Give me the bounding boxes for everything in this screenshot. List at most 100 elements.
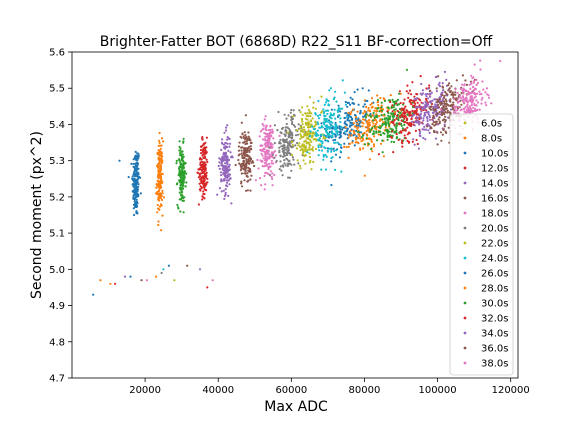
data-point (443, 100, 446, 103)
data-point (247, 155, 250, 158)
data-point (416, 121, 419, 124)
data-point (244, 170, 247, 173)
legend-entry: 12.0s (463, 164, 508, 175)
data-point (301, 147, 304, 150)
data-point (221, 138, 224, 141)
data-point (433, 131, 436, 134)
data-point (206, 181, 209, 184)
data-point (404, 128, 407, 131)
data-point (200, 158, 203, 161)
data-point (435, 120, 438, 123)
data-point (181, 199, 184, 202)
data-point (405, 90, 408, 93)
data-point (222, 172, 225, 175)
data-point (133, 213, 136, 217)
data-point (145, 279, 148, 282)
legend-box (449, 113, 514, 376)
data-point (475, 78, 478, 81)
data-point (411, 81, 414, 84)
data-point (331, 132, 334, 135)
data-point (262, 157, 265, 160)
data-point (160, 271, 163, 275)
data-point (200, 177, 203, 180)
data-point (364, 116, 367, 119)
data-point (228, 137, 231, 141)
data-point (245, 136, 248, 139)
data-point (375, 128, 378, 131)
data-point (296, 141, 299, 145)
data-point (443, 102, 446, 105)
data-point (182, 164, 185, 167)
data-point (334, 141, 337, 144)
data-point (470, 74, 473, 77)
data-point (464, 111, 468, 114)
data-point (488, 96, 491, 99)
data-point (391, 130, 394, 133)
data-point (413, 98, 416, 101)
data-point (162, 268, 165, 271)
series-20-0s (160, 271, 163, 275)
data-point (311, 135, 314, 138)
data-point (383, 122, 386, 125)
data-point (326, 112, 329, 116)
data-point (224, 129, 228, 132)
data-point (275, 159, 278, 163)
data-point (262, 124, 265, 127)
data-point (421, 107, 424, 110)
data-point (292, 115, 295, 118)
data-point (330, 130, 333, 133)
data-point (461, 83, 464, 86)
data-point (308, 146, 311, 149)
data-point (298, 142, 301, 145)
data-point (307, 126, 310, 129)
data-point (338, 143, 341, 146)
data-point (430, 105, 433, 108)
data-point (426, 104, 429, 108)
data-point (226, 142, 229, 145)
data-point (351, 117, 354, 120)
data-point (266, 134, 269, 137)
series-24-0s (162, 268, 165, 271)
data-point (328, 126, 331, 129)
data-point (346, 115, 349, 118)
data-point (323, 103, 326, 106)
data-point (395, 129, 398, 132)
data-point (132, 207, 135, 210)
data-point (264, 126, 267, 129)
data-point (411, 140, 414, 143)
x-tick-label: 80000 (349, 385, 381, 396)
data-point (181, 191, 184, 194)
data-point (421, 89, 424, 92)
data-point (339, 130, 342, 133)
data-point (226, 167, 229, 170)
data-point (301, 106, 304, 109)
data-point (340, 126, 343, 129)
data-point (395, 127, 398, 130)
data-point (403, 117, 406, 120)
data-point (462, 87, 465, 90)
data-point (490, 102, 493, 105)
data-point (240, 182, 243, 185)
data-point (222, 158, 226, 161)
data-point (333, 141, 336, 144)
data-point (415, 109, 418, 112)
data-point (463, 89, 466, 92)
data-point (347, 145, 350, 148)
data-point (357, 141, 360, 144)
data-point (244, 154, 247, 157)
data-point (386, 106, 390, 109)
legend-entry: 16.0s (463, 194, 508, 205)
data-point (167, 264, 170, 267)
data-point (320, 122, 323, 125)
data-point (424, 100, 427, 104)
data-point (264, 139, 267, 142)
data-point (263, 143, 266, 146)
data-point (415, 92, 418, 96)
data-point (271, 177, 274, 181)
data-point (373, 125, 376, 128)
data-point (127, 176, 130, 179)
data-point (292, 109, 295, 112)
data-point (285, 122, 288, 126)
data-point (359, 137, 362, 140)
data-point (178, 172, 181, 175)
